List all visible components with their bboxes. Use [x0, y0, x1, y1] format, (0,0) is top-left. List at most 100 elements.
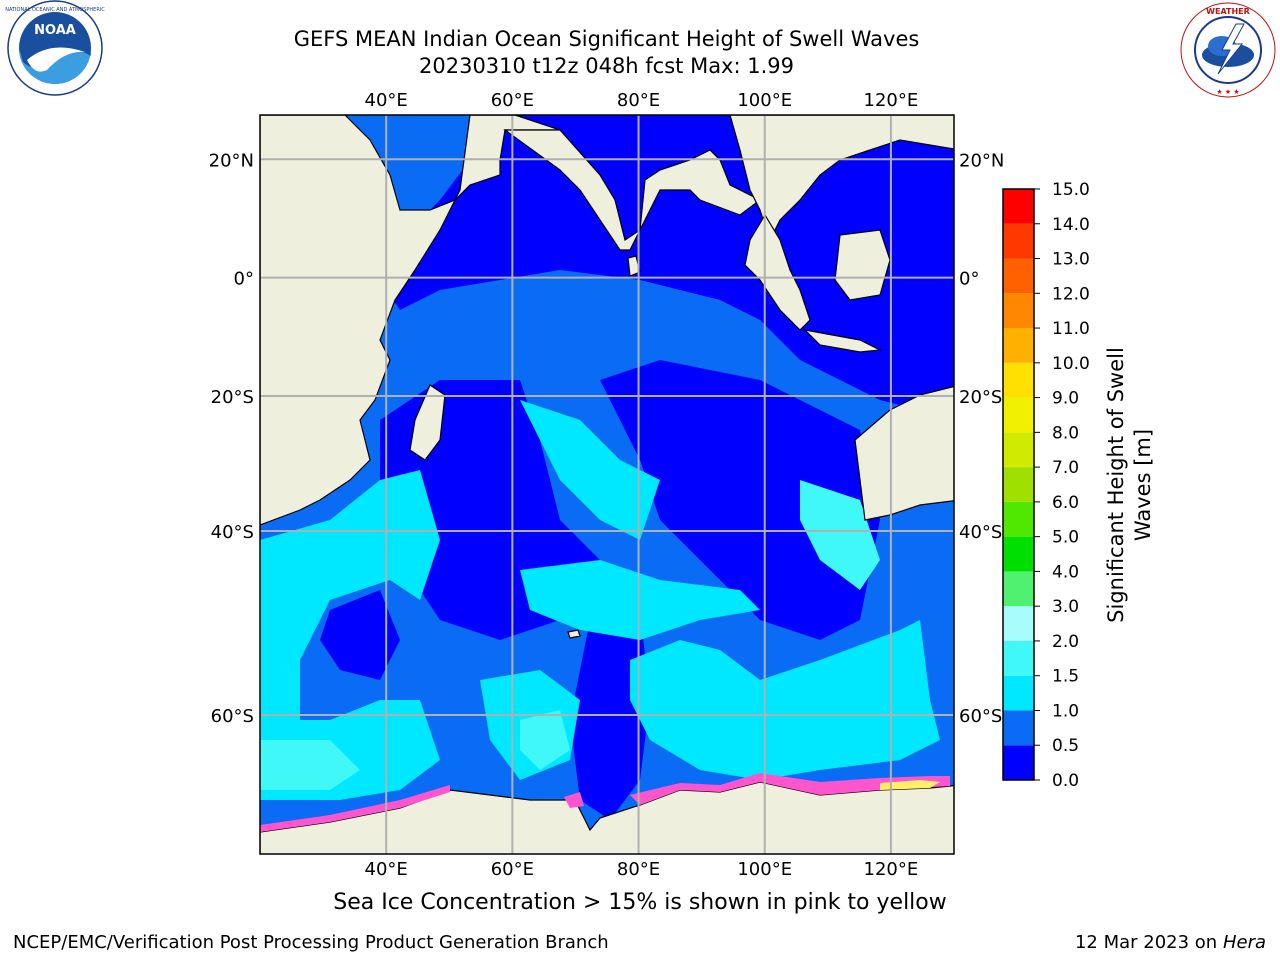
- latitude-label: 60°S: [959, 706, 1002, 727]
- moderate-swell-southwest: [260, 470, 440, 720]
- sri-lanka: [627, 255, 641, 277]
- svg-text:NOAA: NOAA: [34, 23, 76, 38]
- colorbar-tick-label: 15.0: [1052, 180, 1090, 200]
- moderate-swell-southeast: [630, 620, 940, 780]
- colorbar-ticks: 0.0 0.5 1.0 1.5 2.0 3.0 4.0 5.0 6.0 7.0 8.0 9.0 10.0…: [1034, 180, 1090, 791]
- colorbar-swatch: [1003, 397, 1034, 433]
- africa-landmass: [260, 115, 561, 526]
- colorbar-tick-label: 2.0: [1052, 632, 1079, 652]
- sea-ice-patch: [564, 792, 584, 808]
- svg-text:WEATHER: WEATHER: [1206, 7, 1250, 16]
- latitude-label: 40°S: [211, 522, 254, 543]
- longitude-label: 120°E: [864, 90, 919, 111]
- colorbar-label-line1: Significant Height of Swell: [1104, 347, 1128, 623]
- colorbar-tick-label: 5.0: [1052, 528, 1079, 548]
- sea-ice-yellow: [880, 780, 940, 790]
- madagascar: [409, 384, 446, 461]
- colorbar-tick-label: 1.5: [1052, 667, 1079, 687]
- colorbar-swatch: [1003, 571, 1034, 607]
- colorbar-tick-label: 14.0: [1052, 215, 1090, 235]
- higher-swell-patch: [520, 710, 570, 770]
- latitude-label: 40°S: [959, 522, 1002, 543]
- colorbar-swatch: [1003, 606, 1034, 641]
- colorbar-swatch: [1003, 501, 1034, 537]
- noaa-logo: NOAA NATIONAL OCEANIC AND ATMOSPHERIC: [5, 0, 105, 96]
- southeast-asia: [729, 115, 954, 242]
- colorbar-tick-label: 12.0: [1052, 284, 1090, 304]
- sea-ice-note: Sea Ice Concentration > 15% is shown in …: [333, 890, 947, 915]
- colorbar-tick-label: 0.0: [1052, 771, 1079, 791]
- colorbar-tick-label: 11.0: [1052, 319, 1090, 339]
- colorbar-tick-label: 13.0: [1052, 250, 1090, 270]
- colorbar-tick-label: 10.0: [1052, 354, 1090, 374]
- colorbar-swatch: [1003, 293, 1034, 329]
- map-frame: [259, 114, 955, 855]
- longitude-label: 80°E: [617, 90, 660, 111]
- colorbar-swatch: [1003, 467, 1034, 502]
- longitude-label: 40°E: [365, 90, 408, 111]
- colorbar-tick-label: 8.0: [1052, 423, 1079, 443]
- longitude-label: 60°E: [491, 90, 534, 111]
- gridlines: [260, 115, 954, 854]
- footer-host: Hera: [1222, 932, 1266, 953]
- longitude-label: 100°E: [737, 859, 792, 880]
- footer-producer: NCEP/EMC/Verification Post Processing Pr…: [13, 932, 609, 953]
- footer-date: 12 Mar 2023 on Hera: [1075, 932, 1266, 953]
- colorbar-swatch: [1003, 675, 1034, 711]
- kerguelen-island: [567, 629, 581, 639]
- java: [803, 329, 883, 353]
- colorbar-swatch: [1003, 745, 1034, 780]
- latitude-label: 20°N: [209, 150, 254, 171]
- colorbar-swatch: [1003, 640, 1034, 676]
- latitude-label: 0°: [959, 269, 979, 290]
- longitude-label: 100°E: [737, 90, 792, 111]
- latitude-labels-right: 20°N 0° 20°S 40°S 60°S: [959, 150, 1004, 727]
- colorbar-label-line2: Waves [m]: [1131, 429, 1155, 541]
- colorbar-swatch: [1003, 328, 1034, 363]
- latitude-label: 20°S: [959, 387, 1002, 408]
- moderate-swell-midlat: [520, 560, 760, 640]
- national-weather-service-logo: WEATHER ★ ★ ★: [1180, 2, 1276, 98]
- colorbar-tick-label: 0.5: [1052, 736, 1079, 756]
- low-swell-central: [600, 360, 880, 640]
- map-field: [260, 115, 954, 854]
- latitude-label: 20°S: [211, 387, 254, 408]
- svg-text:★ ★ ★: ★ ★ ★: [1216, 88, 1239, 96]
- longitude-labels-top: 40°E 60°E 80°E 100°E 120°E: [365, 90, 919, 111]
- map-title: GEFS MEAN Indian Ocean Significant Heigh…: [293, 27, 920, 51]
- latitude-label: 20°N: [959, 150, 1004, 171]
- colorbar-swatch: [1003, 710, 1034, 746]
- longitude-label: 40°E: [365, 859, 408, 880]
- colorbar-tick-label: 7.0: [1052, 458, 1079, 478]
- colorbar-tick-label: 3.0: [1052, 597, 1079, 617]
- colorbar-tick-label: 4.0: [1052, 562, 1079, 582]
- colorbar-swatch: [1003, 258, 1034, 294]
- colorbar-swatch: [1003, 362, 1034, 398]
- sea-ice-east: [630, 773, 950, 805]
- malay-sumatra: [744, 213, 811, 331]
- latitude-labels-left: 20°N 0° 20°S 40°S 60°S: [209, 150, 254, 727]
- footer-date-text: 12 Mar 2023 on: [1074, 932, 1218, 953]
- low-swell-north: [380, 115, 954, 419]
- longitude-label: 80°E: [617, 859, 660, 880]
- colorbar-swatch: [1003, 189, 1034, 224]
- australia: [854, 385, 954, 521]
- map-subtitle: 20230310 t12z 048h fcst Max: 1.99: [419, 54, 794, 78]
- colorbar-swatch: [1003, 432, 1034, 468]
- colorbar-frame: [1002, 188, 1035, 781]
- longitude-label: 60°E: [491, 859, 534, 880]
- sea-ice-west: [260, 785, 450, 832]
- colorbar-tick-label: 9.0: [1052, 389, 1079, 409]
- latitude-label: 0°: [234, 269, 254, 290]
- colorbar-swatch: [1003, 223, 1034, 259]
- latitude-label: 60°S: [211, 706, 254, 727]
- borneo: [834, 229, 891, 301]
- higher-swell-south: [260, 740, 360, 790]
- longitude-label: 120°E: [864, 859, 919, 880]
- colorbar-tick-label: 6.0: [1052, 493, 1079, 513]
- longitude-labels-bottom: 40°E 60°E 80°E 100°E 120°E: [365, 859, 919, 880]
- moderate-swell-central: [520, 400, 660, 540]
- colorbar-swatch: [1003, 536, 1034, 572]
- colorbar-tick-label: 1.0: [1052, 701, 1079, 721]
- moderate-swell-east: [800, 480, 880, 590]
